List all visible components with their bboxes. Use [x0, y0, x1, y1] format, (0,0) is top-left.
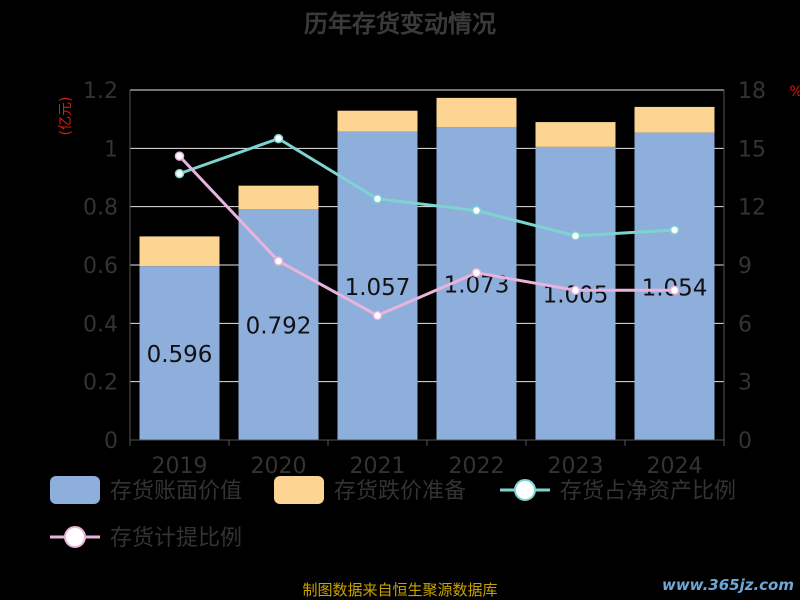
y-left-tick-label: 0 [104, 429, 118, 454]
data-source-note: 制图数据来自恒生聚源数据库 [302, 581, 498, 599]
bar-data-label-2021: 1.057 [345, 275, 411, 301]
axes: 0 0.2 0.4 0.6 0.8 1 1.2 0 3 6 9 12 15 18 2019 2020 2021 2… [83, 79, 766, 479]
line-point-2020 [273, 133, 284, 144]
y-left-tick-label: 0.8 [83, 196, 118, 221]
bar-impairment-2024 [634, 106, 715, 133]
line-net-asset-ratio [179, 136, 675, 238]
bar-book-value-2020 [238, 209, 319, 440]
legend-swatch [50, 476, 100, 504]
line-point-2023 [570, 231, 581, 241]
y-right-tick-label: 12 [738, 196, 766, 221]
y-left-tick-label: 1.2 [83, 79, 118, 104]
bar-data-label-2020: 0.792 [246, 314, 312, 340]
line-point-2024 [669, 225, 680, 235]
x-tick-label-2020: 2020 [251, 454, 307, 479]
line-point-2021 [372, 194, 383, 204]
y-left-tick-label: 0.4 [83, 312, 118, 337]
x-tick-label-2023: 2023 [548, 454, 604, 479]
legend-label: 存货跌价准备 [334, 479, 466, 504]
bar-data-label-2019: 0.596 [147, 342, 213, 368]
legend-label: 存货账面价值 [110, 479, 242, 504]
y-left-tick-label: 0.2 [83, 371, 118, 396]
legend-label: 存货计提比例 [110, 526, 242, 551]
y-right-axis-label: % [789, 84, 800, 100]
y-right-tick-label: 9 [738, 254, 752, 279]
y-left-tick-label: 1 [104, 137, 118, 162]
line-point-2024 [669, 285, 680, 296]
line-point-2023 [570, 285, 581, 296]
bar-group [139, 97, 715, 441]
legend-marker [514, 479, 536, 501]
x-tick-label-2019: 2019 [152, 454, 208, 479]
x-tick-label-2021: 2021 [350, 454, 406, 479]
x-tick-label-2022: 2022 [449, 454, 505, 479]
line-provision-ratio [178, 155, 675, 318]
line-point-2022 [471, 205, 482, 216]
watermark: www.365jz.com [661, 576, 794, 594]
bar-book-value-2019 [139, 266, 220, 440]
bar-impairment-2019 [139, 236, 220, 267]
line-point-2019 [174, 168, 185, 179]
y-left-axis-label: (亿元) [58, 97, 74, 136]
bar-impairment-2020 [238, 185, 319, 209]
x-tick-label-2024: 2024 [647, 454, 703, 479]
y-right-tick-label: 18 [738, 79, 766, 104]
legend-label: 存货占净资产比例 [560, 479, 736, 504]
legend-swatch [274, 476, 324, 504]
bar-impairment-2023 [535, 122, 616, 147]
line-series-group [174, 133, 680, 321]
legend-marker [64, 526, 86, 548]
y-right-tick-label: 0 [738, 429, 752, 454]
line-point-2020 [273, 256, 284, 266]
y-right-tick-label: 15 [738, 137, 766, 162]
y-left-tick-label: 0.6 [83, 254, 118, 279]
line-point-2022 [471, 268, 482, 278]
chart-title: 历年存货变动情况 [304, 10, 496, 38]
y-right-tick-label: 3 [738, 371, 752, 396]
line-point-2021 [372, 310, 383, 321]
bar-impairment-2022 [436, 97, 517, 128]
bar-impairment-2021 [337, 110, 418, 132]
y-right-tick-label: 6 [738, 312, 752, 337]
line-point-2019 [174, 151, 185, 161]
